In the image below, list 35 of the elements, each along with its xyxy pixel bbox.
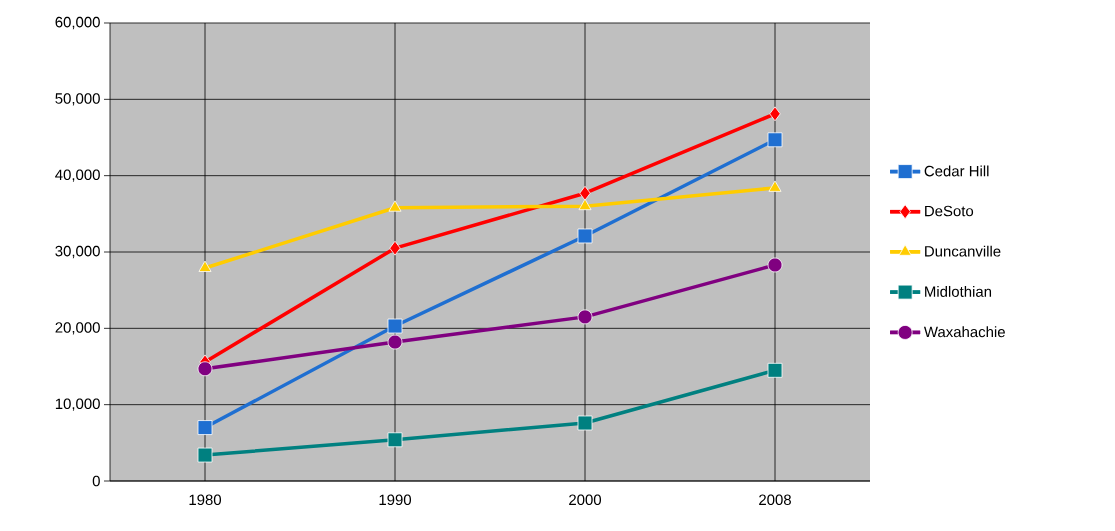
legend-label: Duncanville bbox=[925, 245, 1001, 257]
legend-label: DeSoto bbox=[925, 205, 974, 217]
point bbox=[387, 334, 403, 350]
y-tick-label: 0 bbox=[92, 475, 100, 487]
x-tick-label: 2008 bbox=[759, 494, 791, 506]
legend-label: Cedar Hill bbox=[924, 165, 989, 177]
point bbox=[389, 240, 401, 256]
point bbox=[387, 432, 403, 448]
point bbox=[197, 420, 213, 435]
y-tick-label: 40,000 bbox=[55, 169, 100, 182]
x-tick-label: 1990 bbox=[379, 494, 412, 506]
point bbox=[198, 260, 212, 272]
point bbox=[388, 200, 402, 212]
y-tick-label: 50,000 bbox=[55, 93, 100, 106]
point bbox=[577, 415, 593, 431]
point bbox=[767, 132, 783, 148]
y-tick-label: 10,000 bbox=[55, 398, 100, 411]
point bbox=[577, 309, 593, 325]
point bbox=[768, 180, 782, 192]
y-tick-label: 60,000 bbox=[55, 16, 100, 30]
point bbox=[579, 185, 591, 201]
point bbox=[769, 106, 781, 122]
point bbox=[197, 447, 213, 463]
point bbox=[577, 228, 593, 244]
point bbox=[767, 257, 783, 273]
x-tick-label: 1980 bbox=[189, 494, 222, 506]
point bbox=[767, 362, 783, 378]
legend-label: Midlothian bbox=[925, 285, 992, 297]
point bbox=[197, 361, 213, 377]
x-tick-label: 2000 bbox=[569, 494, 602, 506]
legend-label: Waxahachie bbox=[923, 326, 1005, 338]
y-tick-label: 30,000 bbox=[55, 245, 100, 259]
y-tick-label: 20,000 bbox=[55, 322, 100, 335]
point bbox=[578, 198, 592, 211]
point bbox=[387, 318, 403, 334]
